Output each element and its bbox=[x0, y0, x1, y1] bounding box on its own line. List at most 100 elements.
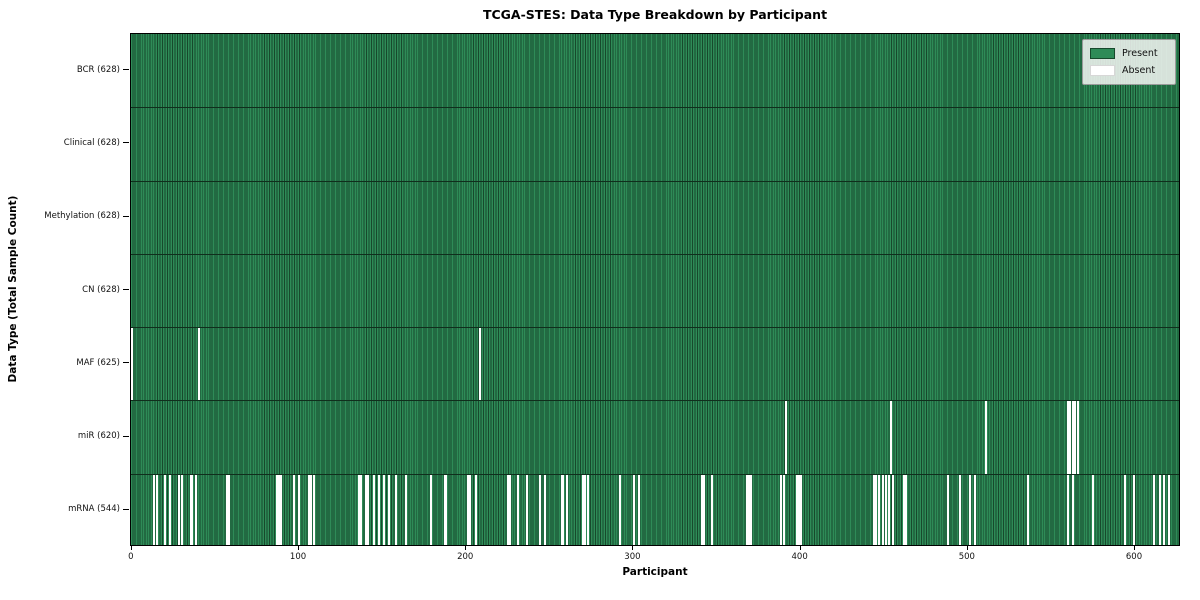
absent-mark-mRNA-271 bbox=[584, 474, 587, 545]
absent-mark-mRNA-109 bbox=[313, 474, 316, 545]
legend: Present Absent bbox=[1082, 39, 1176, 85]
absent-mark-mRNA-231 bbox=[517, 474, 520, 545]
absent-mark-mRNA-270 bbox=[582, 474, 585, 545]
legend-swatch-present bbox=[1090, 48, 1115, 59]
heatmap-row-CN bbox=[131, 253, 1179, 329]
absent-mark-mRNA-575 bbox=[1092, 474, 1095, 545]
x-axis-label: Participant bbox=[622, 566, 688, 578]
y-tick-label-Clinical: Clinical (628) bbox=[63, 137, 120, 148]
absent-mark-mRNA-399 bbox=[798, 474, 801, 545]
heatmap-row-mRNA bbox=[131, 473, 1179, 545]
x-tick-mark-200 bbox=[465, 546, 467, 550]
absent-mark-mRNA-347 bbox=[711, 474, 714, 545]
absent-mark-mRNA-151 bbox=[383, 474, 386, 545]
y-tick-label-CN: CN (628) bbox=[82, 284, 120, 295]
absent-mark-mRNA-38 bbox=[194, 474, 197, 545]
x-tick-mark-100 bbox=[298, 546, 300, 550]
absent-mark-mRNA-188 bbox=[445, 474, 448, 545]
heatmap-row-MAF bbox=[131, 327, 1179, 402]
absent-mark-miR-566 bbox=[1077, 401, 1080, 475]
absent-mark-mRNA-100 bbox=[298, 474, 301, 545]
absent-mark-miR-454 bbox=[890, 401, 893, 475]
absent-mark-mRNA-303 bbox=[637, 474, 640, 545]
absent-mark-mRNA-620 bbox=[1167, 474, 1170, 545]
absent-mark-mRNA-23 bbox=[169, 474, 172, 545]
absent-mark-mRNA-501 bbox=[968, 474, 971, 545]
absent-mark-mRNA-226 bbox=[508, 474, 511, 545]
absent-mark-mRNA-462 bbox=[903, 474, 906, 545]
absent-mark-mRNA-140 bbox=[365, 474, 368, 545]
absent-mark-mRNA-201 bbox=[467, 474, 470, 545]
absent-mark-mRNA-136 bbox=[358, 474, 361, 545]
y-tick-mark bbox=[123, 435, 129, 437]
absent-mark-mRNA-179 bbox=[430, 474, 433, 545]
absent-mark-mRNA-463 bbox=[905, 474, 908, 545]
absent-mark-mRNA-300 bbox=[632, 474, 635, 545]
absent-mark-MAF-40 bbox=[197, 328, 200, 402]
absent-mark-MAF-208 bbox=[478, 328, 481, 402]
absent-mark-mRNA-97 bbox=[293, 474, 296, 545]
absent-mark-mRNA-30 bbox=[181, 474, 184, 545]
absent-mark-miR-511 bbox=[985, 401, 988, 475]
absent-mark-mRNA-257 bbox=[560, 474, 563, 545]
absent-mark-mRNA-563 bbox=[1072, 474, 1075, 545]
x-tick-label-600: 600 bbox=[1125, 552, 1143, 562]
absent-mark-mRNA-137 bbox=[360, 474, 363, 545]
absent-mark-mRNA-225 bbox=[507, 474, 510, 545]
y-tick-mark bbox=[123, 142, 129, 144]
absent-mark-mRNA-260 bbox=[565, 474, 568, 545]
y-tick-label-Methylation: Methylation (628) bbox=[44, 211, 120, 222]
heatmap-row-miR bbox=[131, 400, 1179, 475]
absent-mark-mRNA-445 bbox=[875, 474, 878, 545]
y-tick-mark bbox=[123, 289, 129, 290]
absent-mark-mRNA-444 bbox=[873, 474, 876, 545]
x-tick-label-500: 500 bbox=[958, 552, 975, 562]
absent-mark-mRNA-202 bbox=[468, 474, 471, 545]
absent-mark-mRNA-107 bbox=[309, 474, 312, 545]
x-tick-label-0: 0 bbox=[128, 552, 134, 562]
absent-mark-mRNA-28 bbox=[177, 474, 180, 545]
absent-mark-mRNA-35 bbox=[189, 474, 192, 545]
absent-mark-mRNA-206 bbox=[475, 474, 478, 545]
heatmap-row-Clinical bbox=[131, 107, 1179, 182]
y-tick-label-BCR: BCR (628) bbox=[76, 64, 120, 75]
heatmap-row-BCR bbox=[131, 34, 1179, 108]
absent-mark-mRNA-148 bbox=[378, 474, 381, 545]
absent-mark-mRNA-236 bbox=[525, 474, 528, 545]
absent-mark-mRNA-57 bbox=[226, 474, 229, 545]
absent-mark-mRNA-495 bbox=[958, 474, 961, 545]
x-tick-mark-0 bbox=[130, 546, 132, 550]
absent-mark-mRNA-342 bbox=[702, 474, 705, 545]
absent-mark-mRNA-560 bbox=[1067, 474, 1070, 545]
absent-mark-mRNA-398 bbox=[796, 474, 799, 545]
x-tick-label-300: 300 bbox=[624, 552, 641, 562]
legend-label: Present bbox=[1122, 48, 1158, 59]
absent-mark-mRNA-369 bbox=[747, 474, 750, 545]
absent-mark-mRNA-15 bbox=[156, 474, 159, 545]
absent-mark-mRNA-370 bbox=[749, 474, 752, 545]
absent-mark-mRNA-145 bbox=[373, 474, 376, 545]
x-tick-mark-400 bbox=[799, 546, 801, 550]
absent-mark-mRNA-390 bbox=[783, 474, 786, 545]
y-tick-label-miR: miR (620) bbox=[77, 431, 120, 442]
absent-mark-mRNA-611 bbox=[1152, 474, 1155, 545]
absent-mark-mRNA-388 bbox=[779, 474, 782, 545]
legend-entry-present: Present bbox=[1090, 45, 1168, 62]
y-tick-mark bbox=[123, 508, 129, 510]
absent-mark-mRNA-292 bbox=[619, 474, 622, 545]
absent-mark-mRNA-615 bbox=[1159, 474, 1162, 545]
absent-mark-mRNA-455 bbox=[891, 474, 894, 545]
absent-mark-mRNA-258 bbox=[562, 474, 565, 545]
legend-swatch-absent bbox=[1090, 65, 1115, 76]
absent-mark-miR-560 bbox=[1067, 401, 1070, 475]
absent-mark-mRNA-453 bbox=[888, 474, 891, 545]
absent-mark-mRNA-13 bbox=[152, 474, 155, 545]
x-tick-mark-500 bbox=[966, 546, 968, 550]
absent-mark-mRNA-536 bbox=[1027, 474, 1030, 545]
absent-mark-mRNA-504 bbox=[973, 474, 976, 545]
absent-mark-mRNA-247 bbox=[543, 474, 546, 545]
absent-mark-mRNA-368 bbox=[746, 474, 749, 545]
absent-mark-miR-391 bbox=[784, 401, 787, 475]
x-tick-label-200: 200 bbox=[457, 552, 474, 562]
